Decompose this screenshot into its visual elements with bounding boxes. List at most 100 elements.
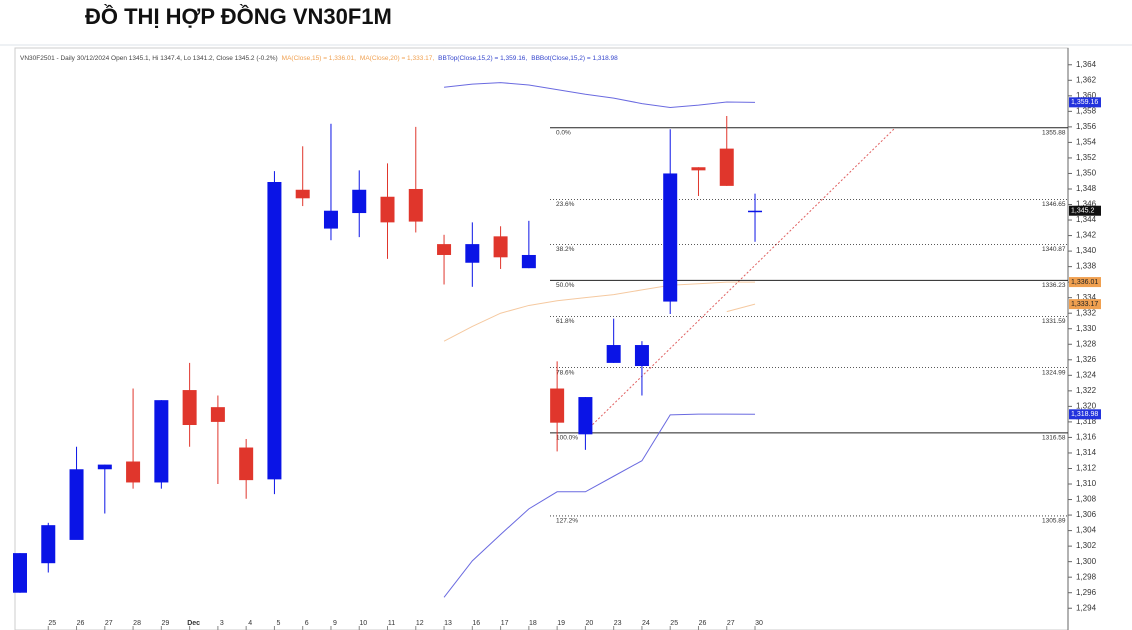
y-tick-label: 1,326 (1076, 355, 1097, 364)
fib-value: 1340.87 (1042, 246, 1066, 253)
indicator-line (443, 82, 756, 108)
y-tick-label: 1,350 (1076, 169, 1097, 178)
candle-body (154, 400, 169, 483)
legend-part: MA(Close,20) = 1,333.17, (360, 55, 434, 62)
candle-body (550, 388, 565, 423)
x-tick-label: 26 (699, 620, 707, 627)
candle-body (493, 236, 508, 258)
y-tick-label: 1,298 (1076, 572, 1097, 581)
y-tick-label: 1,352 (1076, 153, 1097, 162)
x-tick-label: 24 (642, 620, 650, 627)
candle-body (606, 345, 621, 363)
indicator-line (443, 281, 756, 342)
y-tick-label: 1,320 (1076, 401, 1097, 410)
price-label-box (1069, 299, 1101, 310)
y-tick-label: 1,310 (1076, 479, 1097, 488)
y-tick-label: 1,302 (1076, 541, 1097, 550)
fib-value: 1305.89 (1042, 518, 1066, 525)
price-label: 1,345.2 (1071, 208, 1094, 215)
price-label: 1,318.98 (1071, 411, 1098, 418)
price-label-box (1069, 205, 1101, 216)
x-tick-label: 20 (586, 620, 594, 627)
y-tick-label: 1,316 (1076, 433, 1097, 442)
y-tick-label: 1,362 (1076, 75, 1097, 84)
y-tick-label: 1,334 (1076, 293, 1097, 302)
x-tick-label: 5 (276, 620, 280, 627)
y-tick-label: 1,300 (1076, 557, 1097, 566)
x-tick-label: 28 (133, 620, 141, 627)
x-tick-label: 23 (614, 620, 622, 627)
candle-body (239, 447, 254, 481)
x-tick-label: 27 (727, 620, 735, 627)
legend-part: MA(Close,15) = 1,336.01, (282, 55, 356, 62)
x-tick-label: 26 (77, 620, 85, 627)
legend-text: VN30F2501 - Daily 30/12/2024 Open 1345.1… (20, 55, 618, 62)
legend-part: VN30F2501 - Daily 30/12/2024 Open 1345.1… (20, 55, 278, 62)
fib-percent: 38.2% (556, 246, 575, 253)
plot-frame (14, 47, 1069, 630)
candle-body (41, 525, 56, 564)
fib-percent: 23.6% (556, 201, 575, 208)
y-tick-label: 1,344 (1076, 215, 1097, 224)
y-tick-label: 1,348 (1076, 184, 1097, 193)
price-label-box (1069, 277, 1101, 288)
fib-percent: 50.0% (556, 282, 575, 289)
fib-value: 1331.59 (1042, 318, 1066, 325)
y-tick-label: 1,312 (1076, 464, 1097, 473)
x-tick-label: 29 (161, 620, 169, 627)
fib-percent: 61.8% (556, 318, 575, 325)
candle-body (352, 189, 367, 214)
y-tick-label: 1,364 (1076, 60, 1097, 69)
candle-body (437, 244, 452, 255)
candle-body (267, 181, 282, 480)
price-label: 1,333.17 (1071, 301, 1098, 308)
legend-part: BBBot(Close,15,2) = 1,318.98 (531, 55, 618, 62)
price-label-box (1069, 409, 1101, 420)
y-tick-label: 1,308 (1076, 495, 1097, 504)
x-tick-label: 27 (105, 620, 113, 627)
y-tick-label: 1,296 (1076, 588, 1097, 597)
fib-value: 1346.65 (1042, 201, 1066, 208)
y-tick-label: 1,340 (1076, 246, 1097, 255)
x-tick-label: 30 (755, 620, 763, 627)
x-tick-label: 25 (48, 620, 56, 627)
x-tick-label: 19 (557, 620, 565, 627)
legend-part: BBTop(Close,15,2) = 1,359.16, (438, 55, 527, 62)
fib-value: 1324.99 (1042, 369, 1066, 376)
indicator-line (443, 413, 756, 598)
y-tick-label: 1,322 (1076, 386, 1097, 395)
x-tick-label: 17 (501, 620, 509, 627)
fib-value: 1336.23 (1042, 282, 1066, 289)
x-tick-label: 3 (220, 620, 224, 627)
candle-body (521, 254, 536, 269)
x-tick-label: 4 (248, 620, 252, 627)
candle-body (69, 469, 84, 540)
x-tick-label: 9 (333, 620, 337, 627)
x-tick-label: 16 (472, 620, 480, 627)
price-label-box (1069, 97, 1101, 108)
price-label: 1,336.01 (1071, 279, 1098, 286)
candle-body (126, 461, 141, 483)
x-tick-label: 18 (529, 620, 537, 627)
fib-percent: 78.6% (556, 369, 575, 376)
candle-body (465, 244, 480, 263)
y-tick-label: 1,314 (1076, 448, 1097, 457)
y-tick-label: 1,306 (1076, 510, 1097, 519)
x-tick-label: Dec (187, 620, 200, 627)
x-tick-label: 25 (670, 620, 678, 627)
candle-body (13, 553, 27, 593)
chart-title: ĐỒ THỊ HỢP ĐỒNG VN30F1M (85, 4, 392, 29)
candle-body (323, 210, 338, 229)
y-tick-label: 1,304 (1076, 526, 1097, 535)
candle-body (210, 407, 225, 422)
y-tick-label: 1,324 (1076, 370, 1097, 379)
y-tick-label: 1,338 (1076, 262, 1097, 271)
y-tick-label: 1,354 (1076, 138, 1097, 147)
candle-body (295, 189, 310, 199)
y-tick-label: 1,328 (1076, 339, 1097, 348)
fib-value: 1316.58 (1042, 435, 1066, 442)
candle-body (634, 345, 649, 367)
candle-body (578, 397, 593, 435)
y-tick-label: 1,358 (1076, 106, 1097, 115)
